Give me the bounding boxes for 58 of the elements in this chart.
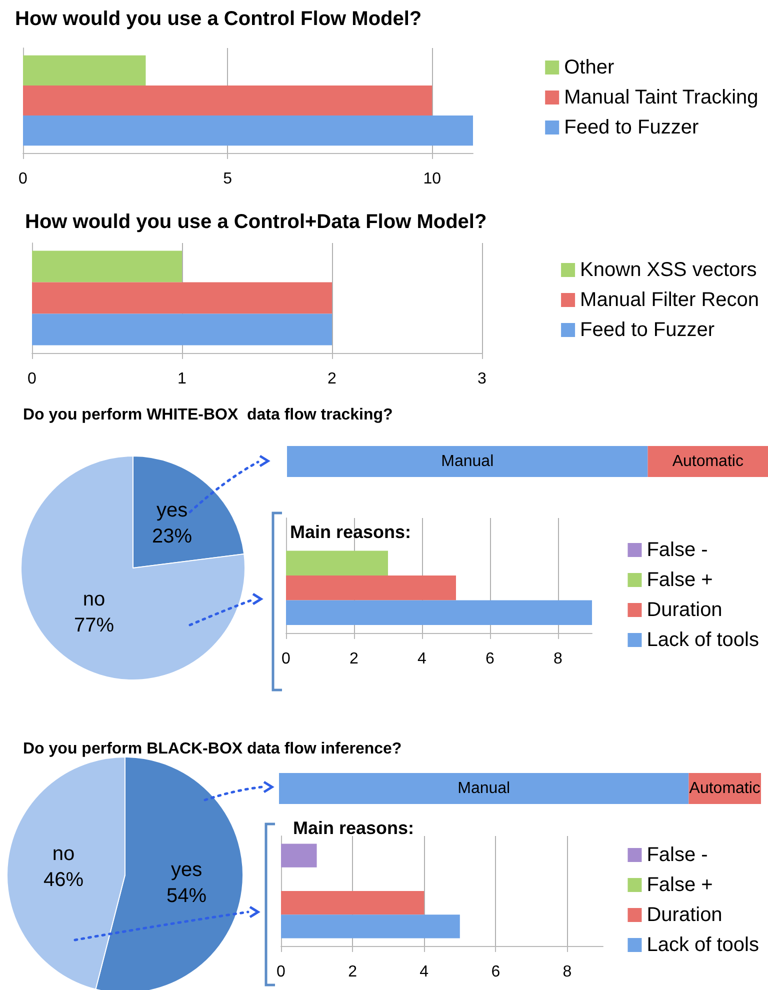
bar	[286, 600, 592, 625]
legend-label: Lack of tools	[646, 934, 760, 956]
data-label: 23%	[152, 526, 192, 548]
legend-label: Known XSS vectors	[580, 259, 757, 281]
legend-label: Feed to Fuzzer	[564, 116, 699, 138]
chart-title: Main reasons:	[293, 818, 414, 838]
legend-label: Manual Filter Recon	[580, 289, 760, 311]
x-tick-label: 3	[478, 370, 487, 388]
x-tick-label: 2	[348, 964, 358, 980]
slice-label: no	[82, 588, 106, 610]
bar	[23, 116, 473, 146]
data-label: 77%	[74, 614, 114, 636]
bar	[281, 914, 460, 938]
bar	[281, 844, 317, 868]
slice-label: yes	[156, 500, 188, 522]
chart-title: Do you perform WHITE-BOX data flow tracking?	[23, 406, 393, 424]
x-tick-label: 8	[554, 650, 563, 668]
legend-label: Manual Taint Tracking	[564, 86, 758, 108]
legend-label: Lack of tools	[646, 629, 760, 651]
x-tick-label: 0	[28, 370, 37, 388]
x-tick-label: 0	[18, 170, 28, 188]
x-tick-label: 4	[418, 650, 427, 668]
bar	[23, 55, 146, 86]
chart-title: Do you perform BLACK-BOX data flow inference?	[23, 740, 402, 758]
data-label: 46%	[43, 869, 84, 892]
slice-label: yes	[170, 858, 202, 881]
series-label: Automatic	[689, 780, 760, 797]
x-tick-label: 6	[486, 650, 495, 668]
series-label: Manual	[441, 453, 494, 470]
bar	[281, 891, 424, 915]
x-tick-label: 0	[282, 650, 291, 668]
x-tick-label: 2	[328, 370, 337, 388]
chart-title: Main reasons:	[290, 522, 412, 542]
x-tick-label: 2	[350, 650, 359, 668]
bar	[286, 576, 456, 600]
chart-title: How would you use a Control+Data Flow Model?	[25, 211, 487, 233]
series-label: Manual	[458, 780, 510, 797]
x-tick-label: 5	[223, 170, 232, 188]
legend-label: Duration	[646, 904, 722, 926]
x-tick-label: 6	[491, 964, 500, 980]
series-label: Automatic	[672, 453, 744, 470]
legend-label: False -	[646, 844, 708, 866]
x-tick-label: 4	[420, 964, 429, 980]
data-label: 54%	[166, 884, 207, 907]
legend-label: False +	[646, 874, 713, 896]
x-tick-label: 0	[276, 964, 286, 980]
legend-label: False -	[646, 539, 708, 561]
chart-title: How would you use a Control Flow Model?	[15, 8, 422, 30]
bar	[23, 85, 432, 116]
x-tick-label: 8	[562, 964, 572, 980]
slice-label: no	[52, 843, 75, 866]
x-tick-label: 1	[178, 370, 187, 388]
legend-label: Other	[564, 56, 614, 78]
bar	[286, 550, 388, 576]
x-tick-label: 10	[423, 170, 442, 188]
legend-label: Feed to Fuzzer	[580, 319, 715, 341]
legend-label: Duration	[646, 599, 722, 621]
legend-label: False +	[646, 569, 713, 591]
